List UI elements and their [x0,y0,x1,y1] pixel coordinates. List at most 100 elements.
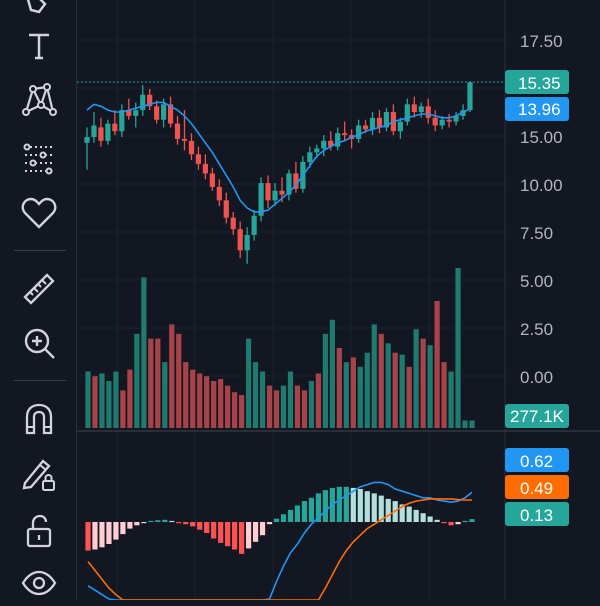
toolbar-separator [14,250,66,251]
price-axis[interactable]: 17.50 15.00 10.00 7.50 5.00 2.50 0.00 [520,32,563,387]
volume-bar [218,379,224,428]
candle [91,112,97,143]
volume-bar [280,385,287,428]
volume-bar [155,338,161,428]
candle-body [237,229,243,251]
price-tick: 7.50 [520,224,553,243]
candle-body [154,106,160,120]
text-tool-icon [29,33,49,60]
volume-bar [364,352,370,428]
histogram-bar [280,514,287,522]
candle [126,98,132,120]
zoom-in-tool[interactable] [16,320,62,366]
histogram-bar [259,522,266,536]
volume-tick: 5.00 [520,272,553,291]
candle-body [328,140,334,147]
ruler-icon [23,273,55,305]
candle-body [112,123,118,132]
prediction-tool[interactable] [16,134,62,180]
volume-bar [406,366,412,428]
candle [418,102,424,118]
histogram-bar [413,509,419,522]
volume-bar [92,376,98,428]
candle-body [279,190,285,195]
candle [335,127,341,151]
unlock-tool[interactable] [16,508,62,554]
candle [244,227,250,264]
volume-bar [99,373,105,428]
candle-body [293,173,299,189]
histogram-bar [92,522,98,550]
histogram-bar [266,522,273,525]
pattern-tool[interactable] [16,76,62,122]
histogram-bar [120,522,126,535]
candle [112,110,118,136]
signal-label: 0.49 [505,475,569,499]
candle-body [195,154,202,164]
volume-bar [85,371,91,428]
candle-body [188,140,195,155]
candle-body [335,133,341,147]
favorite-tools[interactable] [16,190,62,236]
candle-body [342,133,348,136]
histogram-bar [190,522,196,527]
histogram-bar [350,487,356,522]
candle-body [209,173,215,187]
volume-bar [197,373,203,428]
candle-body [258,183,264,216]
volume-bar [413,329,419,428]
volume-tick: 2.50 [520,320,553,339]
last-price-label: 15.35 [505,70,569,94]
volume-bar [343,362,349,428]
histogram-bar [204,522,210,533]
histogram-bar [162,519,168,522]
histogram-bar [371,493,377,522]
lock-drawings-tool[interactable] [16,450,62,496]
candle-body [84,137,90,143]
volume-bar [427,345,433,428]
candle [467,81,473,113]
candle [174,115,181,145]
candle [425,98,431,124]
candle-body [453,115,459,122]
candle [411,96,417,118]
histogram-bar [155,520,161,522]
candle [258,177,264,222]
candle-body [376,117,383,128]
macd-label: 0.62 [505,448,569,472]
histogram-bar [308,497,315,522]
volume-bar [190,369,196,428]
hide-drawings-tool[interactable] [16,560,62,606]
candle [383,108,390,132]
ruler-tool[interactable] [16,266,62,312]
candle-body [161,104,167,120]
text-tool[interactable] [16,22,62,68]
histogram-bar [85,522,91,551]
magnet-tool[interactable] [16,396,62,442]
histogram-bar [378,495,384,522]
candle-body [355,125,362,139]
drawing-tool-partial[interactable] [16,0,62,16]
candle [237,221,243,258]
candle-body [404,104,410,122]
candle-body [467,82,473,111]
candle-body [98,127,104,141]
histogram-bar [294,505,301,522]
volume-bar [308,380,315,428]
candle [216,179,222,207]
candle-body [460,110,466,116]
histogram-bar [169,520,175,523]
volume-bar [176,333,182,428]
moving-average-line [86,101,471,213]
histogram-bar [211,522,217,539]
candle-body [272,190,278,201]
candle [188,133,195,161]
candle [98,117,104,147]
zoom-in-icon [24,328,55,359]
histogram-bar [357,489,363,522]
candle [293,161,299,193]
candle [307,146,313,168]
candle-body [369,117,376,130]
candle [446,113,452,128]
